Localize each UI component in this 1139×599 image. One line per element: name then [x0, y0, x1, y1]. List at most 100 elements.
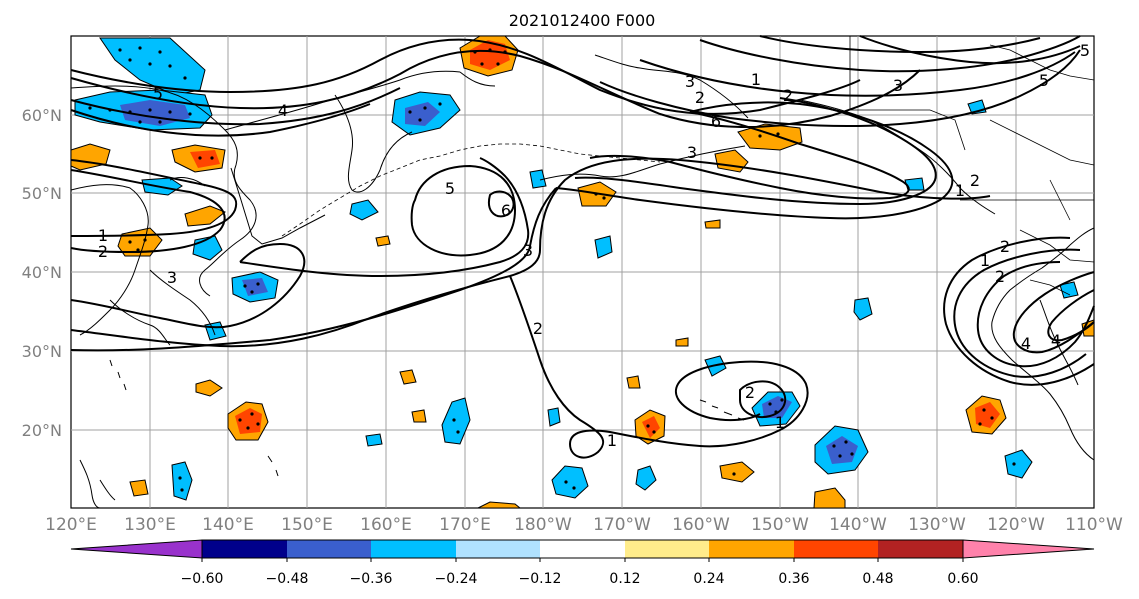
contour-label: 2 [995, 267, 1005, 286]
anomaly-blob [190, 150, 220, 168]
colorbar-tick-label: 0.60 [947, 571, 978, 587]
colorbar-segment [202, 540, 287, 558]
latitude-labels: 60°N 50°N 40°N 30°N 20°N [22, 106, 62, 440]
significance-dots [88, 46, 1016, 492]
anomaly-blob [529, 169, 547, 189]
lat-label: 50°N [22, 184, 62, 203]
anomaly-blob [184, 205, 226, 227]
lon-label: 180°W [514, 515, 572, 535]
contour-label: 2 [783, 86, 793, 105]
anomaly-blob [365, 433, 383, 447]
contour-label: 1 [98, 226, 108, 245]
colorbar-ticks [201, 558, 964, 562]
lon-label: 130°W [908, 515, 966, 535]
anomaly-blob [813, 487, 846, 509]
lon-label: 120°W [987, 515, 1045, 535]
anomaly-blob [470, 40, 510, 70]
anomaly-blob [737, 123, 803, 151]
contour-label: 3 [893, 76, 903, 95]
anomaly-blob [975, 402, 1000, 428]
contour-label: 4 [278, 101, 288, 120]
anomaly-blob [195, 379, 223, 397]
colorbar-segment [625, 540, 709, 558]
colorbar-extend-min [70, 539, 203, 559]
anomaly-blob [99, 37, 206, 96]
contour-label: 5 [445, 179, 455, 198]
contour-label-set: 1 2 3 4 5 6 1 2 3 4 5 6 3 2 1 3 2 1 1 2 … [98, 41, 1090, 450]
contour-label: 4 [1051, 331, 1061, 350]
colorbar-tick-label: −0.12 [519, 571, 562, 587]
contour-label: 1 [980, 251, 990, 270]
lon-label: 110°W [1065, 515, 1123, 535]
colorbar-tick-label: −0.24 [435, 571, 478, 587]
contour-label: 5 [153, 84, 163, 103]
colorbar-tick-label: 0.36 [778, 571, 809, 587]
colorbar-segment [878, 540, 963, 558]
contour-label: 3 [167, 268, 177, 287]
anomaly-blob [551, 465, 589, 499]
anomaly-blob [399, 369, 417, 385]
lon-label: 140°E [202, 515, 254, 535]
anomaly-blob [635, 465, 657, 491]
anomaly-blob [242, 278, 268, 296]
colorbar-outline [201, 539, 964, 559]
anomaly-blob [704, 219, 721, 229]
anomaly-blob [1059, 281, 1079, 299]
contour-label: 1 [607, 431, 617, 450]
lon-label: 150°W [751, 515, 809, 535]
contour-label: 4 [1021, 334, 1031, 353]
lon-label: 160°W [672, 515, 730, 535]
contour-label: 2 [533, 319, 543, 338]
contour-label: 2 [970, 171, 980, 190]
contour-label: 5 [1080, 41, 1090, 60]
colorbar-tick-label: 0.24 [693, 571, 724, 587]
contour-label: 2 [745, 383, 755, 402]
anomaly-blob [826, 436, 858, 464]
colorbar-segment [794, 540, 878, 558]
shaded-anomalies [70, 35, 1095, 509]
contour-label: 2 [98, 242, 108, 261]
lon-label: 170°E [439, 515, 491, 535]
contour-label: 1 [775, 413, 785, 432]
colorbar: −0.60 −0.48 −0.36 −0.24 −0.12 0.12 0.24 … [70, 539, 1095, 587]
anomaly-blob [411, 409, 427, 423]
anomaly-blob [547, 407, 561, 427]
anomaly-blob [719, 461, 755, 483]
anomaly-blob [235, 408, 262, 434]
anomaly-blob [477, 501, 522, 509]
anomaly-blob [375, 235, 391, 247]
colorbar-segment [287, 540, 371, 558]
contour-label: 5 [1039, 71, 1049, 90]
lat-label: 60°N [22, 106, 62, 125]
lat-label: 20°N [22, 421, 62, 440]
lon-label: 120°E [45, 515, 97, 535]
colorbar-segment [709, 540, 794, 558]
anomaly-blob [853, 297, 873, 321]
lon-label: 140°W [829, 515, 887, 535]
colorbar-tick-label: −0.36 [350, 571, 393, 587]
lon-label: 150°E [281, 515, 333, 535]
lat-label: 30°N [22, 342, 62, 361]
contour-lines [70, 35, 1095, 459]
anomaly-blob [441, 397, 471, 445]
borders [281, 36, 1095, 296]
contour-label: 3 [685, 72, 695, 91]
anomaly-blob [405, 102, 440, 126]
colorbar-tick-label: 0.48 [862, 571, 893, 587]
contour-label: 3 [687, 143, 697, 162]
contour-label: 6 [711, 112, 721, 131]
colorbar-tick-label: 0.12 [609, 571, 640, 587]
colorbar-segment [456, 540, 540, 558]
gridlines [71, 36, 1094, 508]
lon-label: 170°W [593, 515, 651, 535]
colorbar-segment [371, 540, 456, 558]
anomaly-blob [349, 199, 379, 221]
anomaly-blob [626, 375, 641, 389]
longitude-labels: 120°E 130°E 140°E 150°E 160°E 170°E 180°… [45, 515, 1123, 535]
anomaly-blob [675, 337, 689, 347]
colorbar-tick-label: −0.48 [266, 571, 309, 587]
contour-label: 6 [501, 201, 511, 220]
colorbar-extend-max [962, 539, 1095, 559]
contour-label: 2 [1000, 237, 1010, 256]
